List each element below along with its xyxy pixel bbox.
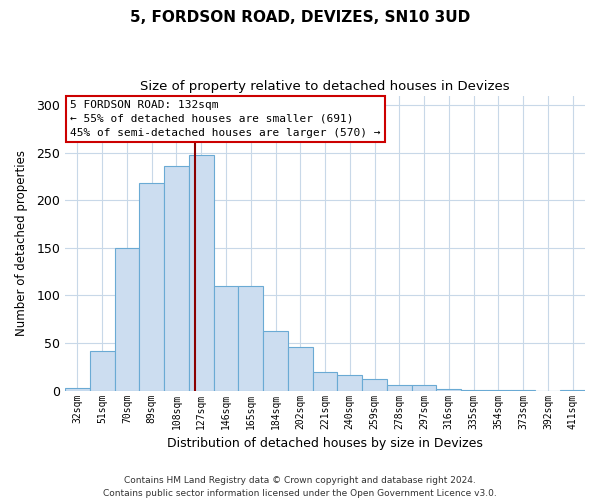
Bar bbox=[362, 379, 387, 390]
Bar bbox=[412, 385, 436, 390]
Text: Contains HM Land Registry data © Crown copyright and database right 2024.
Contai: Contains HM Land Registry data © Crown c… bbox=[103, 476, 497, 498]
X-axis label: Distribution of detached houses by size in Devizes: Distribution of detached houses by size … bbox=[167, 437, 483, 450]
Bar bbox=[189, 154, 214, 390]
Bar bbox=[238, 286, 263, 391]
Bar bbox=[263, 330, 288, 390]
Bar bbox=[313, 372, 337, 390]
Title: Size of property relative to detached houses in Devizes: Size of property relative to detached ho… bbox=[140, 80, 510, 93]
Bar bbox=[214, 286, 238, 391]
Bar bbox=[387, 385, 412, 390]
Bar bbox=[288, 347, 313, 391]
Y-axis label: Number of detached properties: Number of detached properties bbox=[15, 150, 28, 336]
Text: 5 FORDSON ROAD: 132sqm
← 55% of detached houses are smaller (691)
45% of semi-de: 5 FORDSON ROAD: 132sqm ← 55% of detached… bbox=[70, 100, 381, 138]
Bar bbox=[115, 248, 139, 390]
Text: 5, FORDSON ROAD, DEVIZES, SN10 3UD: 5, FORDSON ROAD, DEVIZES, SN10 3UD bbox=[130, 10, 470, 25]
Bar bbox=[164, 166, 189, 390]
Bar bbox=[139, 183, 164, 390]
Bar bbox=[65, 388, 90, 390]
Bar bbox=[436, 388, 461, 390]
Bar bbox=[337, 376, 362, 390]
Bar bbox=[90, 350, 115, 391]
